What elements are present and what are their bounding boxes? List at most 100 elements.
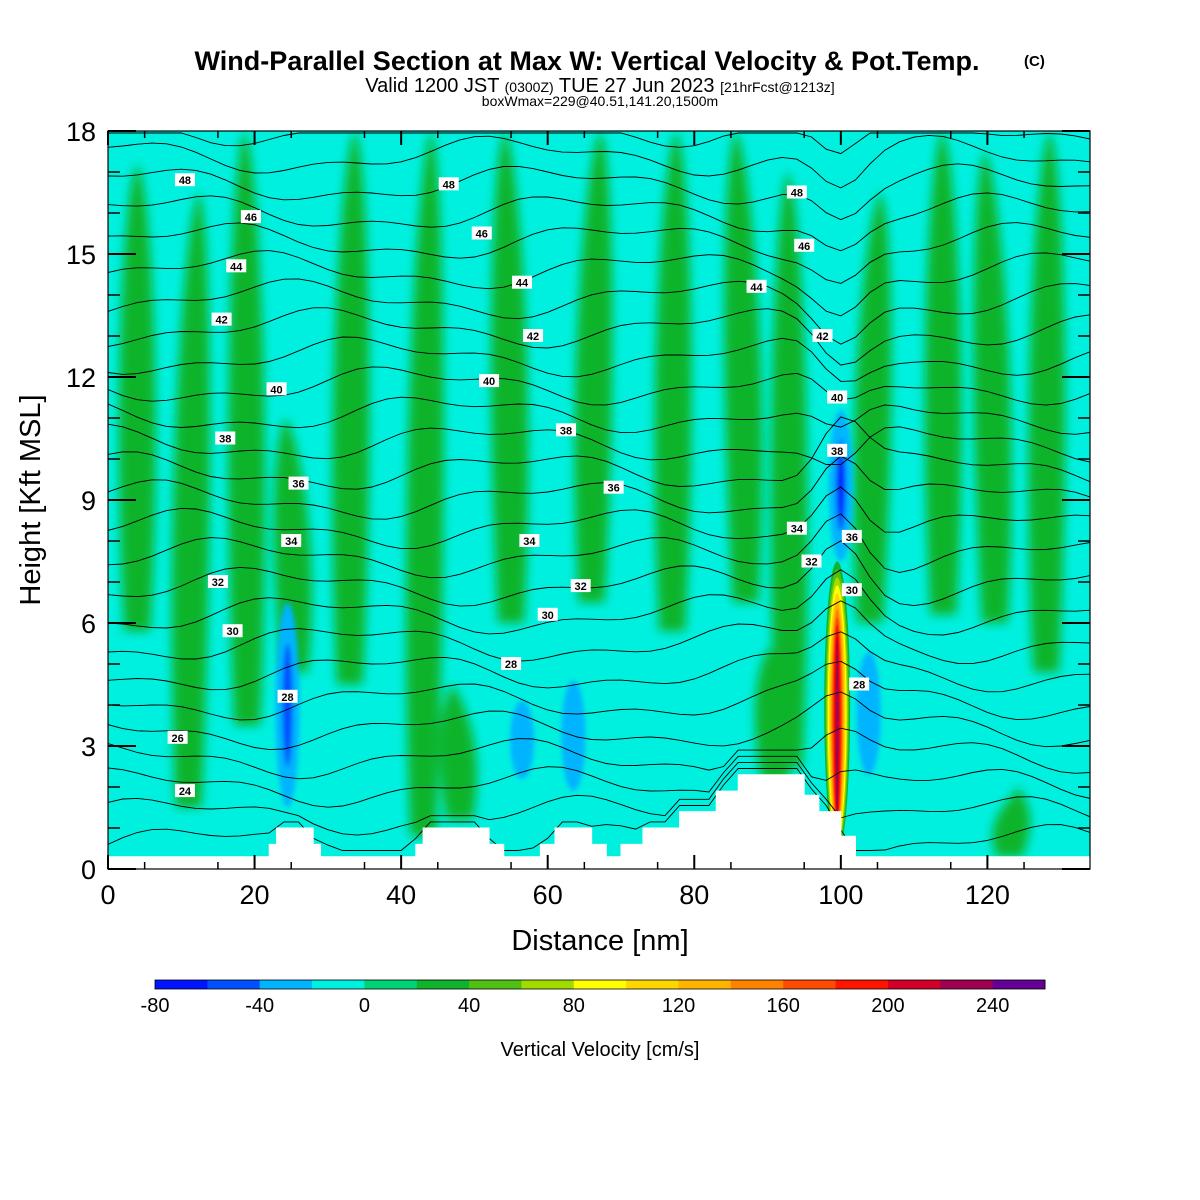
colorbar-tick-label: 120 (662, 995, 695, 1017)
theta-contour-label: 44 (230, 261, 243, 273)
theta-contour-line (108, 486, 1090, 550)
theta-contour-line (108, 336, 1090, 382)
theta-contour-line (108, 660, 1090, 721)
theta-contour-line (108, 513, 1090, 579)
downdraft-patch-core (282, 643, 293, 767)
theta-label-box (801, 554, 822, 568)
theta-contour-label-group: 28 (501, 657, 522, 671)
theta-contour-line (108, 278, 1090, 345)
colorbar-swatch (887, 980, 941, 989)
theta-contour-label-group: 30 (222, 624, 243, 638)
colorbar-tick-label: 200 (871, 995, 904, 1017)
theta-label-box (841, 583, 862, 597)
updraft-patch-core (187, 346, 200, 654)
theta-label-box (266, 382, 287, 396)
theta-contour-line (108, 631, 1090, 693)
theta-contour-label-group: 38 (827, 443, 848, 458)
y-tick-label: 9 (81, 486, 96, 516)
theta-contour-label-group: 48 (438, 177, 459, 191)
theta-label-box (288, 476, 309, 490)
theta-contour-label: 32 (575, 581, 587, 593)
y-tick-label: 6 (81, 609, 96, 639)
colorbar-tick-label: 240 (976, 995, 1009, 1017)
theta-contour-label-group: 44 (512, 275, 533, 290)
theta-contour-line (108, 163, 1090, 221)
y-axis-label: Height [Kft MSL] (15, 394, 47, 605)
colorbar-swatch (469, 980, 522, 989)
updraft-patch-core (501, 254, 514, 500)
theta-contour-line (108, 423, 1090, 466)
colorbar-swatch (992, 980, 1046, 989)
theta-label-box (556, 423, 577, 437)
updraft-field (118, 131, 1066, 857)
colorbar-swatch (155, 980, 208, 989)
y-tick-label: 0 (81, 855, 96, 885)
theta-label-box (471, 226, 492, 240)
theta-contour-line (108, 600, 1090, 665)
theta-label-box (211, 312, 232, 326)
theta-contour-label: 30 (542, 610, 554, 622)
theta-contour-label: 34 (285, 536, 298, 548)
x-tick-label: 20 (240, 880, 270, 910)
updraft-patch-core (1041, 266, 1054, 537)
theta-contour-label-group: 38 (556, 423, 577, 437)
theta-contour-label: 28 (281, 692, 293, 704)
theta-contour-label: 48 (179, 175, 191, 187)
theta-contour-label: 28 (853, 680, 865, 692)
theta-label-box (512, 275, 533, 289)
theta-contour-label-group: 36 (841, 529, 862, 544)
box-info: boxWmax=229@40.51,141.20,1500m (482, 93, 718, 109)
theta-contour-line (108, 768, 1090, 851)
theta-label-box (827, 443, 848, 457)
theta-contour-label-group: 36 (288, 476, 309, 491)
colorbar-swatch (364, 980, 418, 989)
theta-contour-label: 40 (483, 376, 495, 388)
theta-contour-label-group: 32 (570, 579, 591, 593)
theta-contour-label: 36 (846, 532, 858, 544)
x-axis: 0 20 40 60 80 100 120 (100, 131, 1025, 910)
updraft-patch-core (668, 256, 681, 507)
theta-label-box (794, 238, 815, 252)
theta-label-box (281, 534, 302, 547)
y-tick-label: 18 (66, 117, 96, 147)
downdraft-patch (856, 651, 881, 775)
copyright-mark: (C) (1024, 53, 1045, 70)
updraft-patch-core (450, 718, 463, 786)
theta-label-box (222, 624, 243, 638)
theta-contour-label-group: 40 (827, 390, 848, 405)
theta-label-box (841, 529, 862, 543)
theta-label-box (174, 173, 195, 187)
colorbar-swatch (312, 980, 365, 989)
theta-contour-label-group: 42 (211, 312, 232, 327)
theta-contour-line (108, 307, 1090, 366)
theta-contour-label-group: 46 (794, 238, 815, 253)
colorbar-swatch (678, 980, 732, 989)
theta-contour-label: 44 (516, 278, 529, 290)
theta-contour-label: 34 (791, 524, 804, 536)
x-tick-label: 100 (818, 880, 863, 910)
theta-contour-label-group: 28 (277, 689, 298, 704)
y-tick-label: 15 (66, 240, 96, 270)
updraft-patch-core (765, 681, 778, 750)
theta-contour-label: 44 (750, 282, 763, 294)
plot-area: 48 46 44 42 40 38 36 34 32 30 28 26 24 48 46 44 42 40 38 36… (108, 131, 1090, 869)
colorbar-swatch (416, 980, 470, 989)
theta-contour-label-group: 28 (849, 677, 870, 692)
colorbar-tick-label: 0 (359, 995, 370, 1017)
colorbar-swatch (207, 980, 261, 989)
theta-label-box (603, 480, 624, 494)
x-tick-label: 80 (679, 880, 709, 910)
terrain (108, 774, 1090, 869)
theta-contour-line (108, 134, 1090, 189)
theta-contour-label-group: 34 (519, 534, 540, 548)
downdraft-patch (510, 700, 535, 779)
x-tick-label: 60 (533, 880, 563, 910)
theta-contour-line (108, 396, 1090, 435)
theta-contour-label: 36 (608, 483, 620, 495)
updraft-patch-core (239, 279, 252, 577)
theta-contour-labels: 48 46 44 42 40 38 36 34 32 30 28 26 24 48 46 44 42 40 38 36… (167, 173, 870, 798)
theta-label-box (570, 579, 591, 593)
theta-contour-label-group: 32 (207, 575, 228, 589)
colorbar-swatch (521, 980, 575, 989)
